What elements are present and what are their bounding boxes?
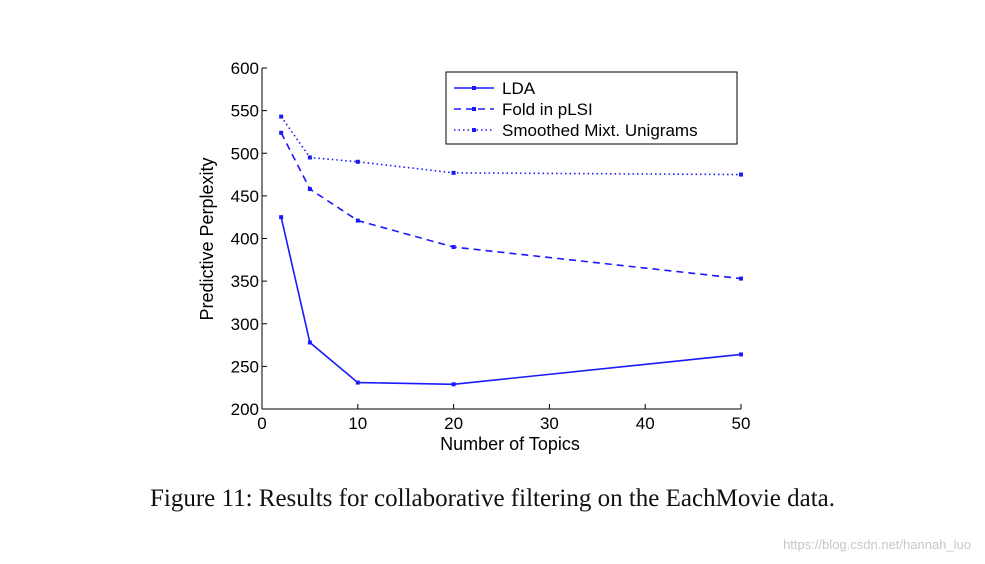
legend: LDA Fold in pLSI Smoothed Mixt. Unigrams (445, 71, 738, 145)
y-axis-label: Predictive Perplexity (197, 157, 217, 320)
legend-label: LDA (502, 79, 536, 98)
legend-label: Fold in pLSI (502, 100, 593, 119)
legend-marker (472, 128, 476, 132)
perplexity-chart: 200 250 300 350 400 450 500 550 600 0 10 20 30 40 50 N… (197, 59, 751, 454)
data-point (451, 245, 456, 250)
y-tick-label: 600 (231, 59, 259, 78)
y-tick-label: 450 (231, 187, 259, 206)
legend-label: Smoothed Mixt. Unigrams (502, 121, 698, 140)
data-point (739, 276, 743, 281)
y-tick-label: 300 (231, 315, 259, 334)
watermark-url: https://blog.csdn.net/hannah_luo (783, 537, 971, 552)
data-point (279, 130, 284, 135)
data-point (451, 382, 456, 387)
x-tick-label: 50 (732, 414, 751, 433)
data-point (355, 159, 360, 164)
tick-labels: 200 250 300 350 400 450 500 550 600 0 10 20 30 40 50 (231, 59, 751, 433)
x-tick-label: 10 (348, 414, 367, 433)
y-tick-label: 350 (231, 272, 259, 291)
y-tick-label: 400 (231, 230, 259, 249)
data-point (307, 340, 312, 345)
y-tick-label: 250 (231, 357, 259, 376)
x-axis-label: Number of Topics (440, 434, 580, 454)
legend-marker (472, 107, 476, 111)
series-line-1 (280, 132, 742, 280)
data-point (279, 114, 284, 119)
data-point (355, 218, 360, 223)
x-tick-label: 20 (444, 414, 463, 433)
y-tick-label: 550 (231, 102, 259, 121)
figure-caption: Figure 11: Results for collaborative fil… (150, 485, 835, 512)
data-point (307, 187, 312, 192)
data-point (451, 170, 456, 175)
legend-box (445, 71, 738, 145)
data-point (355, 380, 360, 385)
data-point (739, 172, 743, 177)
y-tick-label: 200 (231, 400, 259, 419)
y-tick-label: 500 (231, 144, 259, 163)
series-layer (279, 114, 743, 387)
x-tick-label: 30 (540, 414, 559, 433)
legend-marker (472, 86, 476, 90)
series-line-0 (280, 217, 742, 386)
data-point (279, 215, 284, 220)
plot-axes (261, 67, 742, 410)
x-tick-label: 40 (636, 414, 655, 433)
x-tick-label: 0 (257, 414, 266, 433)
data-point (307, 155, 312, 160)
data-point (739, 352, 743, 357)
